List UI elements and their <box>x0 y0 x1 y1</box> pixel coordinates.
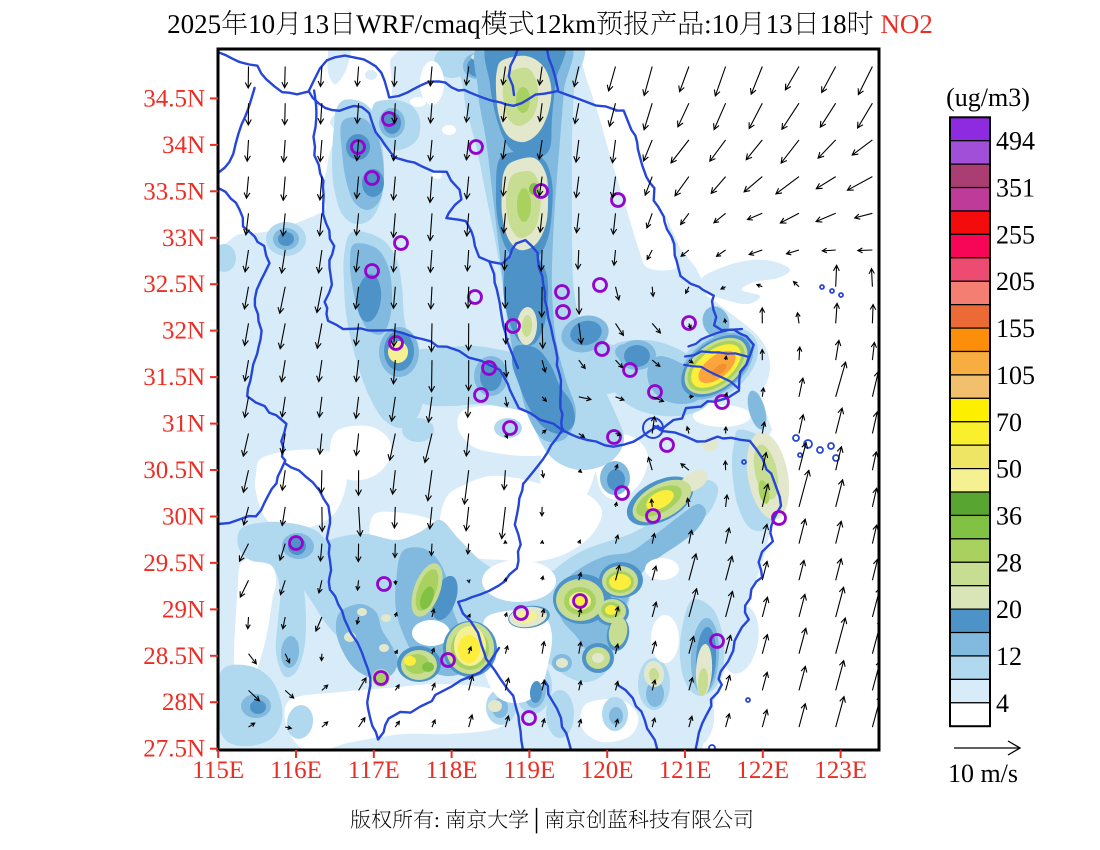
svg-text:155: 155 <box>996 314 1035 343</box>
svg-text:28N: 28N <box>162 689 205 716</box>
svg-text:34N: 34N <box>162 132 205 159</box>
svg-text:116E: 116E <box>270 757 322 784</box>
svg-text:255: 255 <box>996 220 1035 249</box>
svg-text:31N: 31N <box>162 411 205 438</box>
svg-text:50: 50 <box>996 455 1022 484</box>
svg-text:30.5N: 30.5N <box>143 457 205 484</box>
svg-text:120E: 120E <box>581 757 634 784</box>
svg-text:(ug/m3): (ug/m3) <box>946 83 1030 112</box>
svg-text:20: 20 <box>996 595 1022 624</box>
svg-text:28: 28 <box>996 548 1022 577</box>
svg-text:123E: 123E <box>814 757 867 784</box>
svg-text:351: 351 <box>996 174 1035 203</box>
svg-text:32.5N: 32.5N <box>143 271 205 298</box>
svg-text:27.5N: 27.5N <box>143 736 205 763</box>
svg-text:4: 4 <box>996 689 1009 718</box>
svg-text:34.5N: 34.5N <box>143 85 205 112</box>
svg-text:122E: 122E <box>736 757 789 784</box>
svg-text:118E: 118E <box>426 757 478 784</box>
svg-text:29N: 29N <box>162 596 205 623</box>
svg-text:32N: 32N <box>162 318 205 345</box>
svg-text:36: 36 <box>996 501 1022 530</box>
svg-text:115E: 115E <box>192 757 244 784</box>
svg-text:31.5N: 31.5N <box>143 364 205 391</box>
svg-text:10 m/s: 10 m/s <box>948 759 1018 788</box>
svg-text:33N: 33N <box>162 225 205 252</box>
svg-text:105: 105 <box>996 361 1035 390</box>
svg-text:121E: 121E <box>659 757 712 784</box>
svg-text:29.5N: 29.5N <box>143 550 205 577</box>
svg-text:70: 70 <box>996 408 1022 437</box>
svg-text:494: 494 <box>996 127 1035 156</box>
svg-text:119E: 119E <box>503 757 555 784</box>
svg-text:205: 205 <box>996 267 1035 296</box>
svg-text:12: 12 <box>996 642 1022 671</box>
svg-text:30N: 30N <box>162 504 205 531</box>
svg-text:33.5N: 33.5N <box>143 178 205 205</box>
svg-text:117E: 117E <box>348 757 400 784</box>
svg-text:28.5N: 28.5N <box>143 643 205 670</box>
